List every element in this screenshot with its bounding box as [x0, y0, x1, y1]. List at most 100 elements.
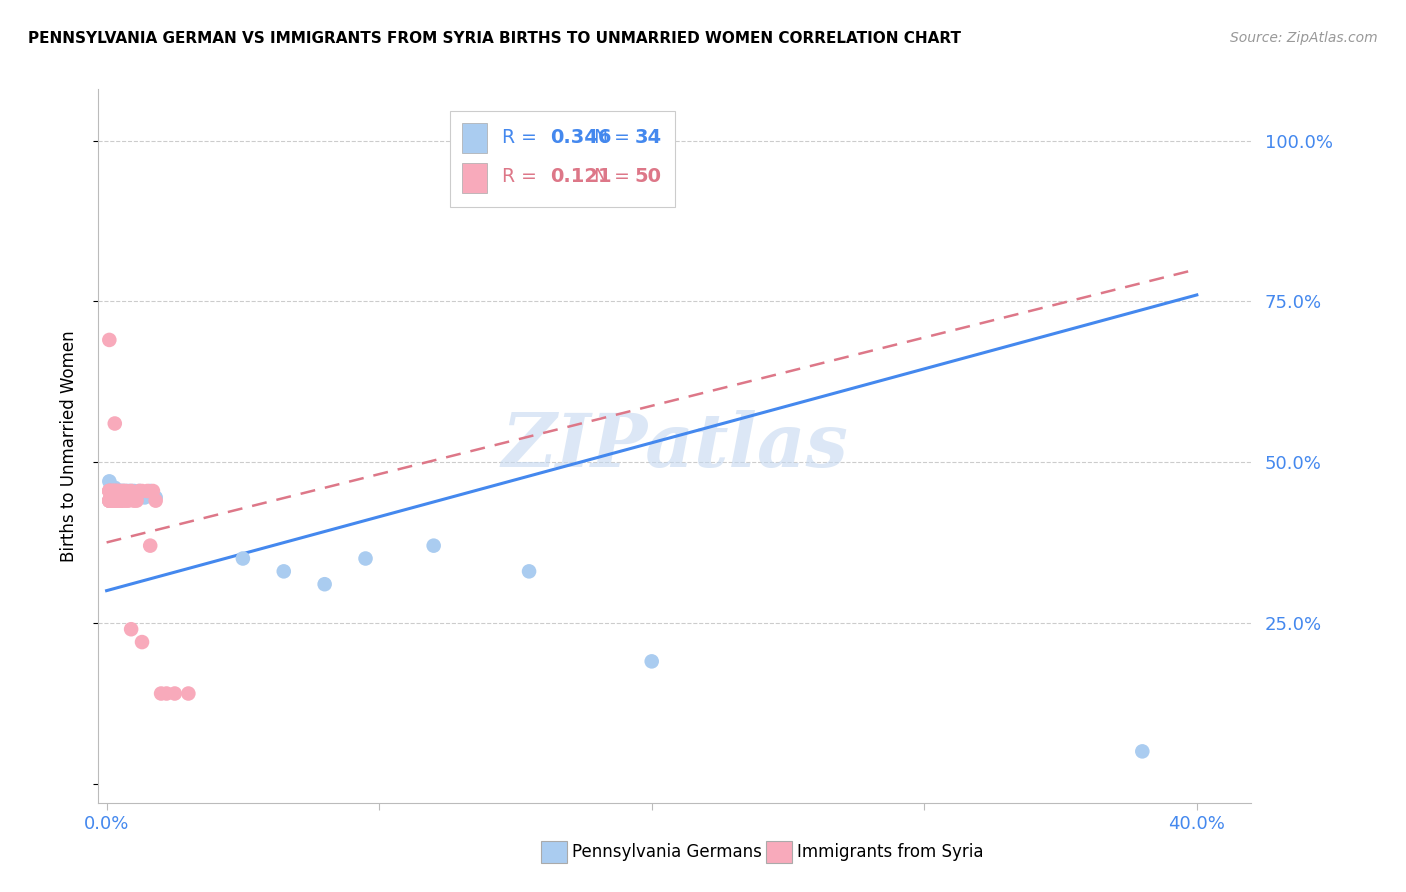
Point	[131, 635, 153, 649]
Point	[110, 483, 132, 498]
Point	[107, 493, 129, 508]
Point	[114, 483, 136, 498]
Point	[114, 483, 136, 498]
Point	[163, 686, 186, 700]
Point	[114, 493, 136, 508]
Point	[110, 493, 132, 508]
Text: N =: N =	[595, 128, 636, 147]
Point	[128, 483, 150, 498]
Point	[104, 493, 127, 508]
Point	[120, 622, 142, 636]
Point	[111, 483, 134, 498]
Point	[101, 493, 124, 508]
Point	[104, 481, 127, 495]
FancyBboxPatch shape	[450, 111, 675, 207]
Point	[422, 539, 444, 553]
Point	[139, 539, 162, 553]
Point	[120, 483, 142, 498]
Point	[98, 483, 121, 498]
Point	[104, 493, 127, 508]
FancyBboxPatch shape	[461, 162, 486, 193]
Text: 0.121: 0.121	[550, 168, 612, 186]
Point	[101, 493, 124, 508]
Point	[98, 493, 121, 508]
Bar	[766, 841, 792, 863]
Point	[117, 493, 139, 508]
Point	[111, 483, 134, 498]
Point	[104, 493, 127, 508]
Text: ZIPatlas: ZIPatlas	[502, 409, 848, 483]
Point	[641, 654, 664, 668]
FancyBboxPatch shape	[461, 123, 486, 153]
Point	[111, 493, 134, 508]
Point	[128, 483, 150, 498]
Point	[101, 483, 124, 498]
Point	[354, 551, 377, 566]
Text: PENNSYLVANIA GERMAN VS IMMIGRANTS FROM SYRIA BIRTHS TO UNMARRIED WOMEN CORRELATI: PENNSYLVANIA GERMAN VS IMMIGRANTS FROM S…	[28, 31, 962, 46]
Point	[134, 491, 156, 505]
Point	[155, 686, 177, 700]
Point	[104, 483, 127, 498]
Text: 34: 34	[634, 128, 662, 147]
Point	[114, 491, 136, 505]
Point	[101, 483, 124, 498]
Text: Immigrants from Syria: Immigrants from Syria	[797, 843, 984, 861]
Point	[111, 491, 134, 505]
Text: Source: ZipAtlas.com: Source: ZipAtlas.com	[1230, 31, 1378, 45]
Point	[104, 483, 127, 498]
Point	[1130, 744, 1153, 758]
Point	[98, 493, 121, 508]
Point	[98, 493, 121, 508]
Point	[98, 493, 121, 508]
Point	[104, 417, 127, 431]
Point	[139, 483, 162, 498]
Point	[314, 577, 336, 591]
Point	[145, 491, 167, 505]
Text: 0.346: 0.346	[550, 128, 612, 147]
Point	[98, 483, 121, 498]
Point	[98, 475, 121, 489]
Point	[98, 483, 121, 498]
Text: Pennsylvania Germans: Pennsylvania Germans	[572, 843, 762, 861]
Point	[125, 491, 148, 505]
Point	[107, 483, 129, 498]
Point	[107, 483, 129, 498]
Point	[150, 686, 173, 700]
Point	[120, 483, 142, 498]
Point	[104, 493, 127, 508]
Point	[101, 493, 124, 508]
Bar	[541, 841, 567, 863]
Point	[273, 565, 295, 579]
Point	[111, 483, 134, 498]
Point	[107, 491, 129, 505]
Point	[107, 483, 129, 498]
Point	[117, 483, 139, 498]
Point	[104, 483, 127, 498]
Point	[101, 481, 124, 495]
Point	[110, 493, 132, 508]
Point	[131, 483, 153, 498]
Point	[517, 565, 540, 579]
Text: R =: R =	[502, 128, 543, 147]
Point	[104, 483, 127, 498]
Point	[145, 493, 167, 508]
Point	[110, 483, 132, 498]
Point	[98, 333, 121, 347]
Point	[98, 493, 121, 508]
Point	[110, 491, 132, 505]
Point	[101, 493, 124, 508]
Point	[98, 483, 121, 498]
Text: R =: R =	[502, 168, 543, 186]
Point	[107, 493, 129, 508]
Point	[136, 483, 159, 498]
Point	[101, 483, 124, 498]
Y-axis label: Births to Unmarried Women: Births to Unmarried Women	[59, 330, 77, 562]
Point	[101, 483, 124, 498]
Text: 50: 50	[634, 168, 662, 186]
Point	[110, 493, 132, 508]
Point	[232, 551, 254, 566]
Point	[177, 686, 200, 700]
Point	[104, 491, 127, 505]
Point	[125, 493, 148, 508]
Point	[122, 483, 145, 498]
